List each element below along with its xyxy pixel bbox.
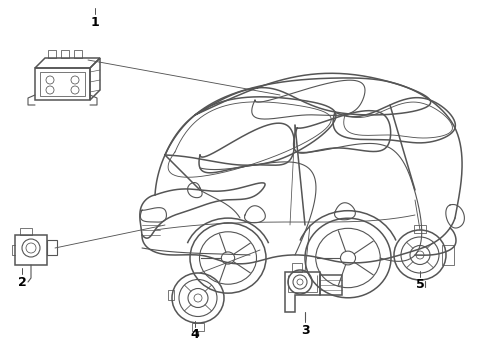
Bar xyxy=(47,240,57,255)
Bar xyxy=(20,228,32,235)
Bar xyxy=(15,235,47,265)
Bar xyxy=(292,263,302,272)
Text: 5: 5 xyxy=(416,279,424,292)
Text: 2: 2 xyxy=(18,275,26,288)
Ellipse shape xyxy=(341,251,356,265)
Ellipse shape xyxy=(416,251,424,259)
Bar xyxy=(320,275,342,295)
Ellipse shape xyxy=(194,294,202,302)
Bar xyxy=(48,50,56,58)
Bar xyxy=(442,245,454,265)
Bar xyxy=(61,50,69,58)
Bar xyxy=(74,50,82,58)
Bar xyxy=(192,323,204,331)
Bar xyxy=(168,290,174,300)
Text: 1: 1 xyxy=(91,15,99,28)
Bar xyxy=(414,225,426,233)
Text: 3: 3 xyxy=(301,324,309,337)
Ellipse shape xyxy=(221,252,235,264)
Text: 4: 4 xyxy=(191,328,199,342)
